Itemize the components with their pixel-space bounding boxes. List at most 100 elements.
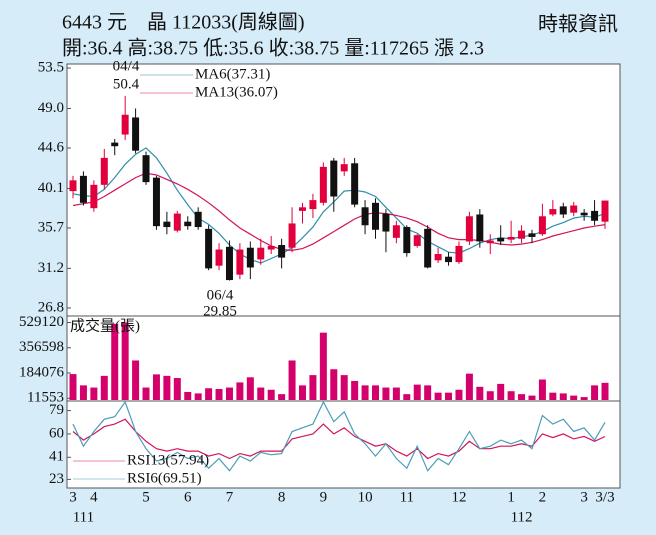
bar — [351, 380, 359, 400]
candle-body — [340, 164, 348, 172]
candle-body — [528, 233, 536, 237]
candle-body — [163, 221, 171, 228]
candle-body — [559, 206, 567, 215]
candle-body — [184, 221, 192, 227]
bar — [121, 322, 129, 400]
bar — [132, 360, 140, 400]
bar — [184, 391, 192, 400]
bar — [278, 394, 286, 400]
candle-body — [267, 245, 275, 250]
annotation: 04/4 — [113, 58, 140, 74]
bar — [497, 383, 505, 400]
bar — [528, 395, 536, 400]
candle-body — [424, 228, 432, 268]
x-tick-label: 3 — [69, 489, 77, 505]
y-tick-label: 26.8 — [38, 299, 64, 315]
annotation: 06/4 — [207, 287, 234, 303]
x-tick-label: 9 — [320, 489, 328, 505]
series-line — [72, 147, 606, 264]
x-tick-label: 11 — [400, 489, 414, 505]
bar — [100, 375, 108, 400]
x-tick-label: 7 — [226, 489, 234, 505]
candle-body — [173, 213, 181, 231]
candle-body — [319, 166, 327, 203]
candle-body — [372, 202, 380, 230]
bar — [591, 385, 599, 400]
bar — [173, 378, 181, 400]
series-line — [72, 172, 606, 252]
bar — [319, 332, 327, 400]
legend-label: RSI13(57.94) — [127, 452, 209, 468]
candle-body — [351, 163, 359, 205]
candle-body — [69, 180, 77, 192]
bar — [434, 392, 442, 400]
x-year-label: 112 — [511, 509, 533, 525]
subtitle: 開:36.4 高:38.75 低:35.6 收:38.75 量:117265 漲… — [62, 37, 484, 60]
candle-body — [465, 216, 473, 242]
x-tick-label: 10 — [358, 489, 373, 505]
y-tick-label: 79 — [49, 402, 64, 418]
plot-frame — [66, 63, 621, 489]
bar — [413, 384, 421, 400]
bar — [403, 394, 411, 400]
bar — [267, 389, 275, 400]
candle-body — [403, 227, 411, 254]
bar — [445, 392, 453, 400]
bar — [340, 375, 348, 400]
x-tick-label: 1 — [507, 489, 515, 505]
candle-body — [215, 249, 223, 266]
series-line — [72, 418, 606, 460]
y-tick-label: 49.0 — [38, 100, 64, 116]
candle-body — [278, 245, 286, 258]
candle-body — [455, 245, 463, 263]
candle-body — [257, 247, 265, 260]
x-tick-label: 6 — [184, 489, 192, 505]
annotation: 29.85 — [203, 303, 237, 319]
bar — [455, 389, 463, 400]
panel-label: 成交量(張) — [70, 316, 140, 334]
bar — [392, 387, 400, 400]
bar — [309, 375, 317, 400]
candle-body — [507, 236, 515, 240]
bar — [69, 374, 77, 400]
candle-body — [591, 210, 599, 221]
y-tick-label: 40.1 — [38, 180, 64, 196]
bar — [507, 391, 515, 400]
candle-body — [518, 230, 526, 239]
candle-body — [309, 200, 317, 210]
source: 時報資訊 — [538, 13, 618, 36]
candle-body — [445, 256, 453, 263]
candle-body — [225, 246, 233, 281]
bar — [424, 385, 432, 400]
bar — [361, 385, 369, 400]
bar — [580, 397, 588, 400]
x-tick-label: 8 — [278, 489, 286, 505]
candle-body — [205, 228, 213, 269]
candle-body — [194, 211, 202, 228]
candle-body — [549, 209, 557, 215]
candle-body — [570, 205, 578, 213]
y-tick-label: 23 — [49, 471, 64, 487]
x-tick-label: 2 — [539, 489, 547, 505]
y-tick-label: 356598 — [19, 339, 64, 355]
candle-body — [382, 213, 390, 232]
candle-body — [111, 142, 119, 147]
candle-body — [601, 200, 609, 222]
bar — [163, 375, 171, 400]
legend-label: MA13(36.07) — [195, 84, 278, 100]
x-tick-label: 4 — [90, 489, 98, 505]
bar — [476, 386, 484, 400]
bar — [330, 369, 338, 400]
bar — [194, 393, 202, 400]
bar — [236, 382, 244, 400]
chart-title: 6443 元 晶 112033(周線圖) — [62, 11, 305, 34]
bar — [257, 387, 265, 400]
y-tick-label: 53.5 — [38, 59, 64, 75]
candle-body — [580, 212, 588, 216]
bar — [90, 387, 98, 400]
y-tick-label: 529120 — [19, 314, 64, 330]
bar — [570, 395, 578, 400]
y-tick-label: 60 — [49, 425, 64, 441]
bar — [601, 382, 609, 400]
bar — [152, 374, 160, 400]
